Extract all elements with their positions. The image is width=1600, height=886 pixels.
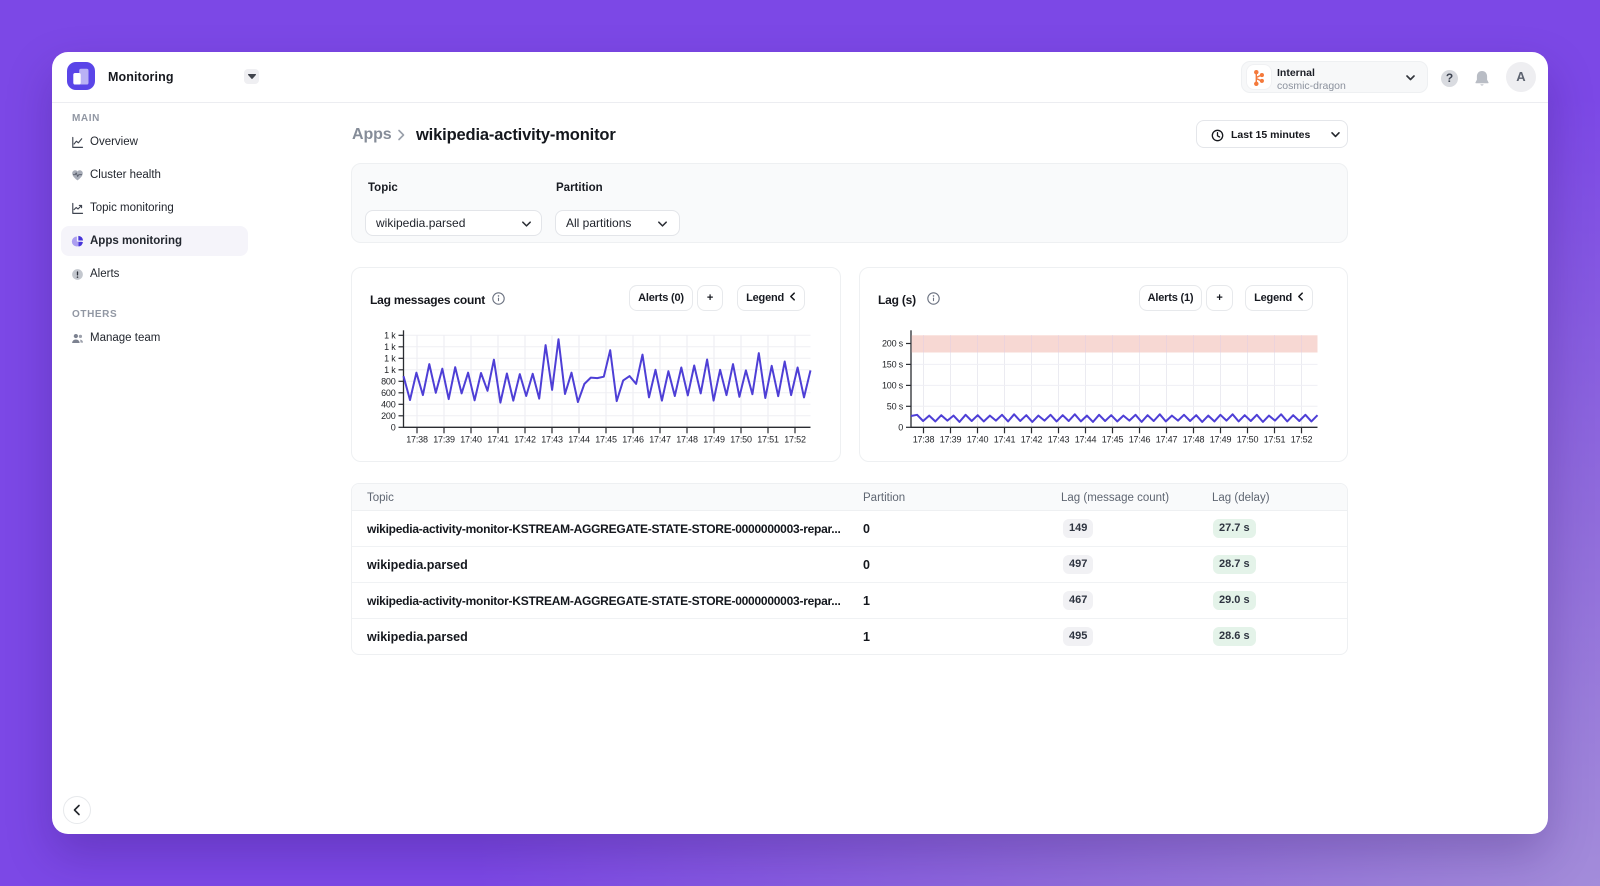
- svg-text:17:39: 17:39: [433, 435, 455, 445]
- svg-text:17:38: 17:38: [406, 435, 428, 445]
- svg-text:200 s: 200 s: [882, 339, 904, 349]
- svg-text:0: 0: [391, 423, 396, 433]
- svg-text:17:48: 17:48: [1183, 435, 1205, 445]
- svg-text:17:41: 17:41: [487, 435, 509, 445]
- svg-text:800: 800: [381, 377, 396, 387]
- svg-text:200: 200: [381, 411, 396, 421]
- svg-text:150 s: 150 s: [882, 360, 904, 370]
- svg-text:1 k: 1 k: [384, 365, 396, 375]
- svg-text:17:43: 17:43: [1048, 435, 1070, 445]
- svg-text:50 s: 50 s: [887, 402, 904, 412]
- svg-text:17:44: 17:44: [1075, 435, 1097, 445]
- svg-text:17:50: 17:50: [730, 435, 752, 445]
- svg-text:17:49: 17:49: [1210, 435, 1232, 445]
- svg-text:1 k: 1 k: [384, 354, 396, 364]
- svg-text:17:41: 17:41: [994, 435, 1016, 445]
- svg-text:0: 0: [898, 423, 903, 433]
- svg-text:1 k: 1 k: [384, 331, 396, 341]
- svg-text:17:43: 17:43: [541, 435, 563, 445]
- svg-text:17:51: 17:51: [757, 435, 779, 445]
- svg-text:17:40: 17:40: [967, 435, 989, 445]
- svg-text:17:52: 17:52: [1291, 435, 1313, 445]
- svg-text:17:42: 17:42: [1021, 435, 1043, 445]
- svg-text:600: 600: [381, 388, 396, 398]
- svg-text:100 s: 100 s: [882, 381, 904, 391]
- svg-text:17:49: 17:49: [703, 435, 725, 445]
- svg-text:17:44: 17:44: [568, 435, 590, 445]
- svg-text:17:47: 17:47: [649, 435, 671, 445]
- svg-text:17:51: 17:51: [1264, 435, 1286, 445]
- svg-text:1 k: 1 k: [384, 342, 396, 352]
- svg-text:17:47: 17:47: [1156, 435, 1178, 445]
- svg-text:17:45: 17:45: [595, 435, 617, 445]
- svg-text:17:48: 17:48: [676, 435, 698, 445]
- svg-text:17:46: 17:46: [622, 435, 644, 445]
- svg-text:17:45: 17:45: [1102, 435, 1124, 445]
- svg-text:17:50: 17:50: [1237, 435, 1259, 445]
- svg-text:17:39: 17:39: [940, 435, 962, 445]
- svg-text:17:42: 17:42: [514, 435, 536, 445]
- svg-text:17:38: 17:38: [913, 435, 935, 445]
- svg-text:17:52: 17:52: [784, 435, 806, 445]
- svg-text:400: 400: [381, 400, 396, 410]
- svg-text:17:46: 17:46: [1129, 435, 1151, 445]
- svg-text:17:40: 17:40: [460, 435, 482, 445]
